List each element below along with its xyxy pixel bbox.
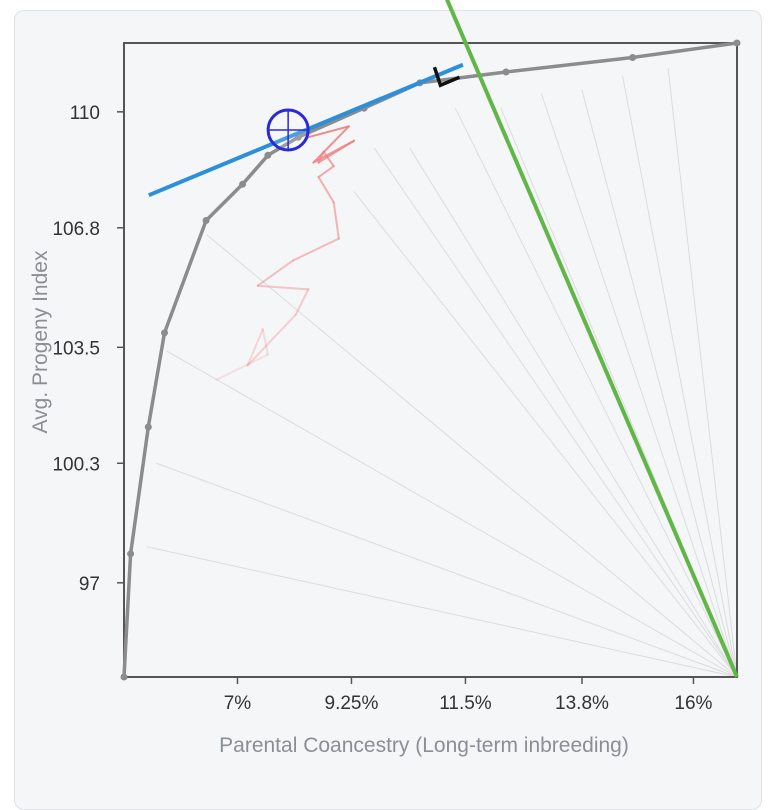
x-tick-label-1: 9.25% — [325, 693, 379, 714]
radial-line-6 — [409, 147, 738, 678]
pareto-frontier-chart: 7% 9.25% 11.5% 13.8% 16% 110 106.8 103.5 100.3 9… — [29, 0, 741, 757]
y-tick-label-3: 100.3 — [52, 454, 100, 475]
frontier-point-5 — [239, 180, 247, 188]
trajectory-segment-7 — [292, 237, 340, 262]
frontier-line — [122, 41, 738, 678]
y-axis-title: Avg. Progeny Index — [29, 250, 52, 433]
radial-line-4 — [353, 191, 738, 678]
trajectory-series — [215, 125, 356, 381]
frontier-point-12 — [733, 39, 741, 47]
trajectory-segment-6 — [256, 259, 295, 287]
radial-line-2 — [166, 350, 738, 678]
y-axis-ticks: 110 106.8 103.5 100.3 97 — [52, 103, 124, 595]
y-tick-label-0: 110 — [70, 103, 100, 124]
trajectory-segment-15 — [312, 125, 350, 164]
trajectory-segment-2 — [246, 328, 264, 367]
frontier-point-4 — [202, 217, 210, 225]
trajectory-segment-4 — [294, 288, 310, 316]
selected-point-marker[interactable] — [266, 108, 310, 152]
frontier-point-11 — [629, 53, 637, 61]
frontier-point-3 — [161, 329, 169, 337]
frontier-point-1 — [127, 550, 135, 558]
trajectory-segment-3 — [246, 313, 297, 367]
right-angle-marker — [432, 66, 461, 88]
trajectory-segment-16 — [307, 125, 350, 139]
trajectory-segment-5 — [256, 284, 310, 291]
frontier-point-2 — [144, 423, 152, 431]
x-axis-title: Parental Coancestry (Long-term inbreedin… — [219, 734, 629, 757]
y-tick-label-1: 106.8 — [52, 219, 100, 240]
radial-line-9 — [540, 93, 738, 678]
plot-frame — [123, 42, 738, 678]
y-tick-label-4: 97 — [79, 574, 100, 595]
trajectory-segment-10 — [317, 165, 335, 179]
radial-line-10 — [581, 89, 738, 678]
trajectory-segment-8 — [332, 201, 340, 240]
trajectory-segment-0 — [215, 353, 269, 381]
trajectory-segment-9 — [317, 176, 335, 204]
frontier-series — [120, 39, 741, 681]
x-axis-ticks: 7% 9.25% 11.5% 13.8% 16% — [224, 677, 713, 714]
radial-line-3 — [206, 234, 738, 678]
x-tick-label-2: 11.5% — [439, 693, 492, 714]
radial-line-7 — [454, 107, 738, 678]
frontier-point-0 — [120, 673, 128, 681]
trajectory-segment-1 — [261, 328, 269, 356]
frontier-point-6 — [264, 151, 272, 159]
x-tick-label-4: 16% — [674, 693, 712, 714]
radial-line-5 — [373, 147, 738, 678]
x-tick-label-0: 7% — [224, 693, 252, 714]
x-tick-label-3: 13.8% — [555, 693, 609, 714]
overlay-lines — [148, 0, 739, 678]
radial-line-12 — [667, 68, 738, 678]
trajectory-segment-14 — [312, 139, 356, 164]
trajectory-segment-11 — [322, 150, 335, 168]
radial-line-1 — [156, 462, 738, 678]
y-tick-label-2: 103.5 — [52, 338, 100, 359]
radial-line-0 — [146, 546, 738, 678]
normal-line — [445, 0, 739, 678]
frontier-point-10 — [502, 68, 510, 76]
radial-line-11 — [622, 75, 738, 678]
